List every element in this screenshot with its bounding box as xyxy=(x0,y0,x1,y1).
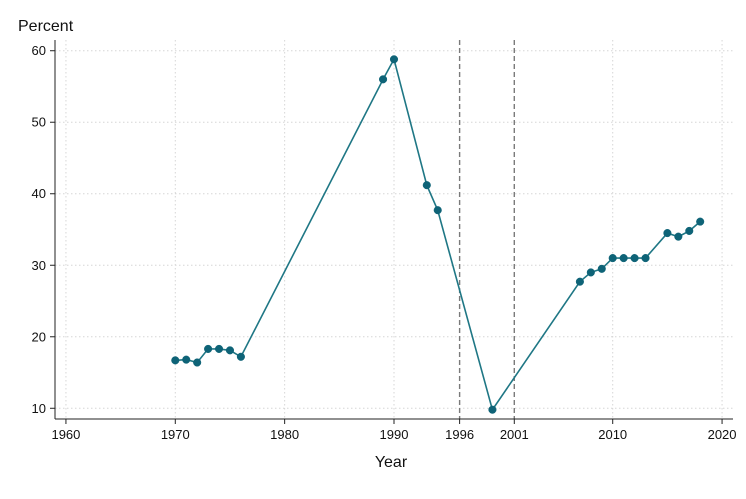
data-point xyxy=(685,226,694,235)
series-line xyxy=(175,57,701,412)
y-tick-label: 10 xyxy=(32,401,46,416)
x-tick-label: 1960 xyxy=(51,427,80,442)
reference-lines xyxy=(458,40,515,419)
data-point xyxy=(171,356,180,365)
data-point xyxy=(488,405,497,414)
x-tick-label: 2001 xyxy=(500,427,529,442)
data-point xyxy=(696,217,705,226)
data-point xyxy=(597,264,606,273)
y-tick-label: 60 xyxy=(32,43,46,58)
data-point xyxy=(389,55,399,64)
x-tick-label: 1990 xyxy=(380,427,409,442)
x-tick-label: 1970 xyxy=(161,427,190,442)
y-tick-label: 30 xyxy=(32,258,46,273)
data-point xyxy=(674,232,683,241)
x-tick-label: 2010 xyxy=(598,427,627,442)
data-point xyxy=(663,229,672,238)
data-point xyxy=(182,355,191,364)
gridlines xyxy=(55,40,733,419)
y-tick-label: 40 xyxy=(32,186,46,201)
data-point xyxy=(619,254,628,263)
data-point xyxy=(225,346,235,355)
series-layer xyxy=(171,55,705,414)
data-point xyxy=(379,75,388,84)
data-point xyxy=(433,206,442,215)
data-point xyxy=(214,344,224,353)
y-tick-label: 20 xyxy=(32,329,46,344)
data-point xyxy=(586,268,595,277)
data-point xyxy=(193,358,202,367)
data-point xyxy=(236,352,245,361)
data-point xyxy=(204,344,213,353)
y-tick-label: 50 xyxy=(32,115,46,130)
data-point xyxy=(641,254,650,263)
data-point xyxy=(422,181,431,190)
x-tick-label: 2020 xyxy=(708,427,737,442)
x-axis-title: Year xyxy=(375,454,408,471)
x-tick-label: 1980 xyxy=(270,427,299,442)
data-point xyxy=(630,254,639,263)
data-point xyxy=(575,277,584,286)
data-point xyxy=(608,254,617,263)
axes: 10 20 30 40 50 60 1960 1970 1980 1990 1996 2001 2010… xyxy=(32,40,737,442)
y-axis-title: Percent xyxy=(18,18,74,35)
x-tick-label: 1996 xyxy=(445,427,474,442)
